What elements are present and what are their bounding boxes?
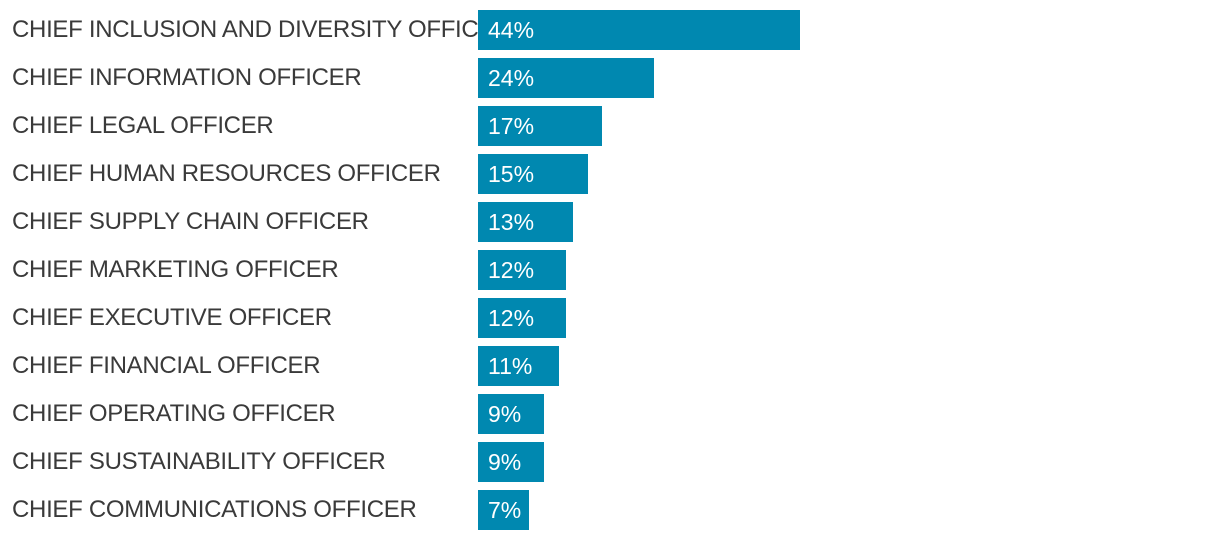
value-label: 24% (488, 65, 535, 91)
category-label: CHIEF SUSTAINABILITY OFFICER (12, 448, 386, 475)
value-label: 7% (488, 497, 522, 523)
value-label: 9% (488, 449, 522, 475)
bar: 17% (478, 106, 602, 146)
bar: 44% (478, 10, 800, 50)
bar: 24% (478, 58, 654, 98)
bar: 9% (478, 442, 544, 482)
category-label: CHIEF OPERATING OFFICER (12, 400, 336, 427)
category-label: CHIEF INCLUSION AND DIVERSITY OFFICER (12, 16, 512, 43)
value-label: 11% (488, 353, 533, 379)
category-label: CHIEF MARKETING OFFICER (12, 256, 339, 283)
bar: 9% (478, 394, 544, 434)
category-label: CHIEF FINANCIAL OFFICER (12, 352, 321, 379)
bar: 11% (478, 346, 559, 386)
value-label: 44% (488, 17, 535, 43)
category-label: CHIEF HUMAN RESOURCES OFFICER (12, 160, 441, 187)
category-label: CHIEF INFORMATION OFFICER (12, 64, 362, 91)
bar: 15% (478, 154, 588, 194)
value-label: 12% (488, 305, 535, 331)
value-label: 13% (488, 209, 535, 235)
category-label: CHIEF SUPPLY CHAIN OFFICER (12, 208, 369, 235)
bar: 12% (478, 298, 566, 338)
bar: 7% (478, 490, 529, 530)
bar: 12% (478, 250, 566, 290)
bar: 13% (478, 202, 573, 242)
category-label: CHIEF COMMUNICATIONS OFFICER (12, 496, 417, 523)
category-label: CHIEF LEGAL OFFICER (12, 112, 274, 139)
category-label: CHIEF EXECUTIVE OFFICER (12, 304, 332, 331)
value-label: 9% (488, 401, 522, 427)
value-label: 15% (488, 161, 535, 187)
value-label: 12% (488, 257, 535, 283)
value-label: 17% (488, 113, 535, 139)
